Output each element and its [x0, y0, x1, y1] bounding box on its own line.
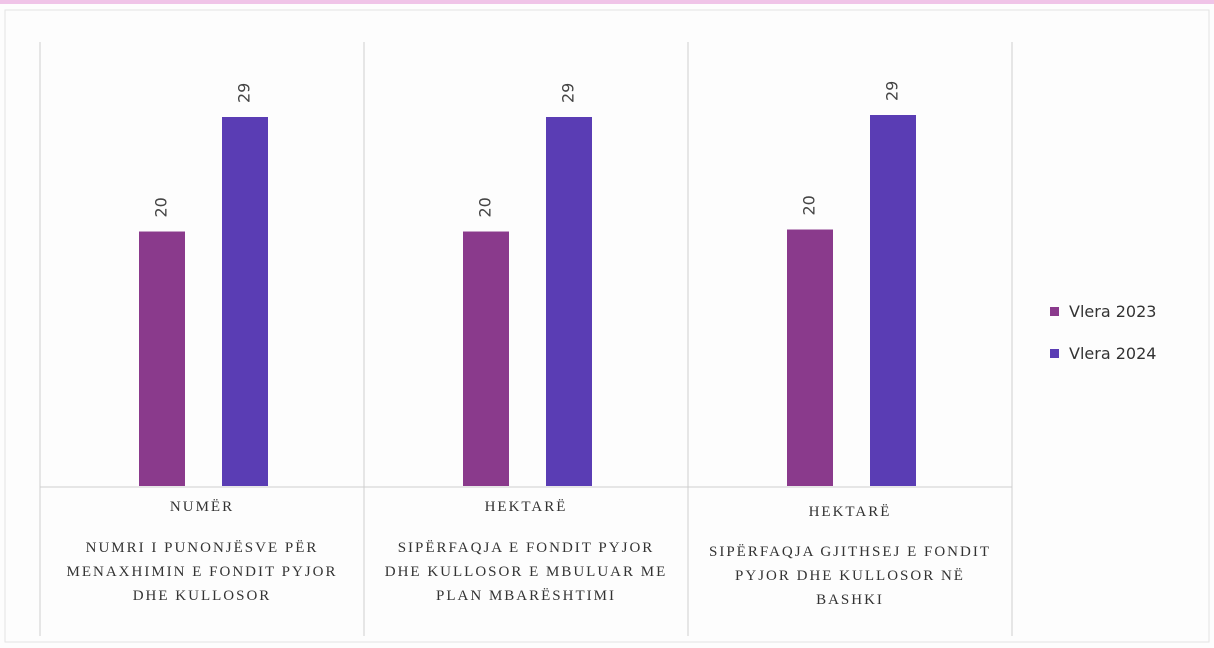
- data-label: 29: [559, 83, 578, 103]
- unit-label: HEKTARË: [808, 504, 892, 520]
- bar: [787, 229, 833, 486]
- top-band: [0, 0, 1214, 4]
- legend-swatch: [1050, 307, 1059, 316]
- data-label: 20: [800, 195, 819, 215]
- unit-label: HEKTARË: [484, 499, 568, 515]
- data-label: 20: [152, 197, 171, 217]
- unit-label: NUMËR: [169, 499, 235, 515]
- category-label: SIPËRFAQJA E FONDIT PYJOR DHE KULLOSOR E…: [384, 540, 668, 604]
- bar: [870, 115, 916, 486]
- legend-swatch: [1050, 349, 1059, 358]
- bar: [222, 117, 268, 486]
- category-label: NUMRI I PUNONJËSVE PËR MENAXHIMIN E FOND…: [66, 540, 338, 604]
- bar: [546, 117, 592, 486]
- legend-label: Vlera 2023: [1069, 302, 1157, 321]
- category-label: SIPËRFAQJA GJITHSEJ E FONDIT PYJOR DHE K…: [709, 544, 991, 608]
- bar: [139, 231, 185, 486]
- frame: [4, 9, 1210, 643]
- bar: [463, 231, 509, 486]
- legend-label: Vlera 2024: [1069, 344, 1157, 363]
- legend-item: Vlera 2023: [1050, 302, 1156, 321]
- data-label: 29: [235, 83, 254, 103]
- legend-item: Vlera 2024: [1050, 344, 1156, 363]
- data-label: 20: [476, 197, 495, 217]
- data-label: 29: [883, 81, 902, 101]
